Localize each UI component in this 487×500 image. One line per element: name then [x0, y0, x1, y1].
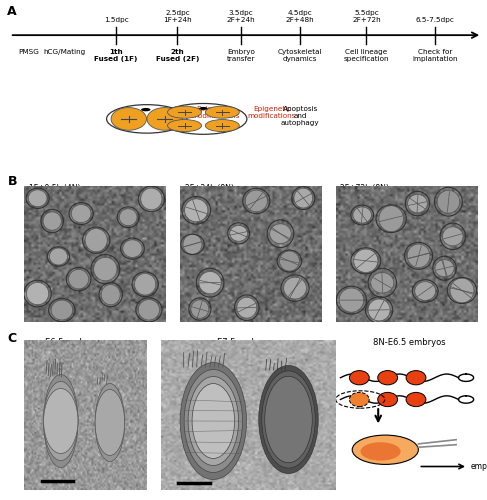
Text: E7.5 embryos: E7.5 embryos	[217, 338, 275, 346]
Ellipse shape	[206, 106, 239, 118]
Ellipse shape	[262, 371, 315, 468]
Ellipse shape	[352, 435, 418, 464]
Ellipse shape	[180, 362, 246, 480]
Text: A: A	[7, 5, 17, 18]
Ellipse shape	[450, 278, 474, 303]
Ellipse shape	[168, 120, 202, 132]
Text: C: C	[7, 332, 17, 345]
Ellipse shape	[406, 392, 426, 406]
Ellipse shape	[406, 370, 426, 385]
Text: E6.5 embryos: E6.5 embryos	[45, 338, 102, 346]
Ellipse shape	[26, 282, 49, 304]
Text: 1.5dpc: 1.5dpc	[104, 18, 129, 24]
Ellipse shape	[378, 370, 397, 385]
Ellipse shape	[230, 226, 247, 241]
Ellipse shape	[206, 120, 239, 132]
Ellipse shape	[407, 244, 430, 268]
Text: Embryo
transfer: Embryo transfer	[227, 48, 256, 62]
Text: Cytoskeletal
dynamics: Cytoskeletal dynamics	[278, 48, 322, 62]
Ellipse shape	[49, 248, 68, 265]
Ellipse shape	[95, 390, 125, 456]
Ellipse shape	[111, 108, 147, 130]
Text: empty: empty	[470, 462, 487, 471]
Text: PMSG: PMSG	[18, 48, 39, 54]
Text: 4.5dpc
2F+48h: 4.5dpc 2F+48h	[286, 10, 315, 24]
Ellipse shape	[69, 270, 89, 289]
Text: Epigenetic
modifications: Epigenetic modifications	[191, 106, 240, 118]
Ellipse shape	[354, 249, 378, 272]
Text: 2th
Fused (2F): 2th Fused (2F)	[156, 48, 199, 62]
Text: 3.5dpc
2F+24h: 3.5dpc 2F+24h	[227, 10, 256, 24]
Ellipse shape	[188, 376, 239, 466]
Text: 1th
Fused (1F): 1th Fused (1F)	[94, 48, 138, 62]
Ellipse shape	[51, 300, 73, 320]
Ellipse shape	[183, 234, 202, 255]
Text: B: B	[7, 175, 17, 188]
Ellipse shape	[184, 370, 243, 472]
Ellipse shape	[280, 251, 300, 271]
Ellipse shape	[71, 204, 91, 222]
Ellipse shape	[119, 209, 137, 226]
Text: 5.5dpc
2F+72h: 5.5dpc 2F+72h	[352, 10, 381, 24]
Ellipse shape	[141, 188, 162, 210]
Ellipse shape	[437, 190, 460, 213]
Text: 2N: 2N	[40, 351, 51, 360]
Ellipse shape	[199, 272, 221, 294]
Ellipse shape	[368, 299, 390, 321]
Ellipse shape	[123, 240, 142, 258]
Ellipse shape	[339, 288, 364, 312]
Ellipse shape	[379, 206, 403, 232]
Text: hCG/Mating: hCG/Mating	[43, 48, 85, 54]
Ellipse shape	[360, 442, 401, 460]
Ellipse shape	[245, 190, 267, 212]
Ellipse shape	[43, 388, 78, 454]
Ellipse shape	[147, 108, 183, 130]
Ellipse shape	[270, 224, 291, 244]
Text: 2.5dpc
1F+24h: 2.5dpc 1F+24h	[163, 10, 192, 24]
Ellipse shape	[43, 212, 61, 230]
Text: 2F+24h (8N): 2F+24h (8N)	[185, 184, 233, 194]
Ellipse shape	[134, 274, 156, 295]
Text: 6.5-7.5dpc: 6.5-7.5dpc	[415, 18, 454, 24]
Ellipse shape	[408, 194, 427, 213]
Ellipse shape	[415, 282, 436, 300]
Ellipse shape	[138, 300, 159, 320]
Ellipse shape	[378, 392, 397, 406]
Text: 1F+0.5h (4N): 1F+0.5h (4N)	[29, 184, 80, 194]
Ellipse shape	[85, 228, 107, 252]
Text: 2N: 2N	[191, 351, 202, 360]
Circle shape	[141, 108, 150, 112]
Ellipse shape	[94, 258, 117, 281]
Text: Epigenetic
modifications: Epigenetic modifications	[248, 106, 296, 118]
Ellipse shape	[371, 272, 394, 293]
Ellipse shape	[185, 199, 208, 222]
Ellipse shape	[237, 298, 257, 318]
Text: 4N: 4N	[285, 351, 296, 360]
Text: 4N: 4N	[96, 351, 107, 360]
Ellipse shape	[43, 382, 78, 460]
Ellipse shape	[283, 277, 306, 299]
Text: Cell lineage
specification: Cell lineage specification	[344, 48, 389, 62]
Ellipse shape	[192, 384, 235, 458]
Ellipse shape	[265, 376, 312, 462]
Ellipse shape	[443, 227, 463, 246]
Ellipse shape	[349, 392, 369, 406]
Text: Apoptosis
and
autophagy: Apoptosis and autophagy	[281, 106, 319, 126]
Text: 8N-E6.5 embryos: 8N-E6.5 embryos	[373, 338, 445, 346]
Text: Check for
implantation: Check for implantation	[412, 48, 458, 62]
Ellipse shape	[349, 370, 369, 385]
Ellipse shape	[43, 374, 78, 468]
Ellipse shape	[95, 384, 125, 462]
Ellipse shape	[168, 106, 202, 118]
Ellipse shape	[101, 284, 120, 304]
Ellipse shape	[259, 366, 318, 474]
Text: 2F+72h (8N): 2F+72h (8N)	[340, 184, 389, 194]
Ellipse shape	[28, 190, 47, 206]
Circle shape	[199, 107, 207, 110]
Ellipse shape	[294, 188, 313, 208]
Ellipse shape	[353, 207, 372, 223]
Ellipse shape	[435, 260, 454, 277]
Ellipse shape	[191, 300, 209, 318]
